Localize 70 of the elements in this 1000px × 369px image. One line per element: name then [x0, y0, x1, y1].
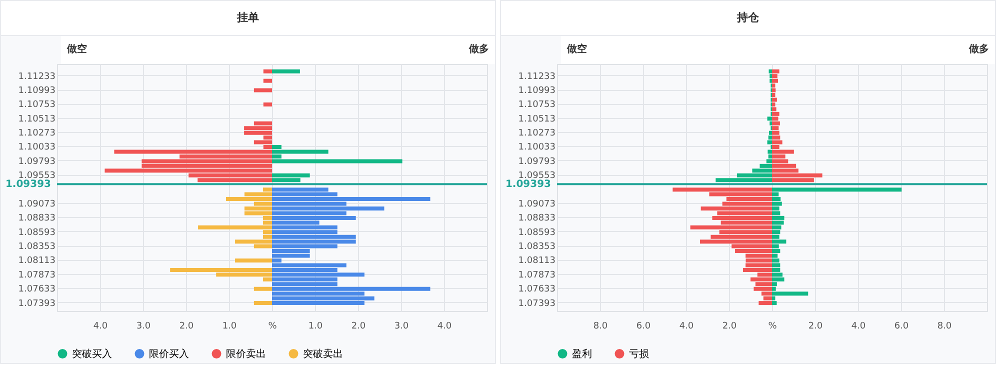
y-tick-label: 1.08593	[18, 228, 56, 238]
text: 做多	[969, 42, 989, 57]
x-tick-label: 2.0	[351, 322, 366, 332]
y-tick-label: 1.10273	[518, 128, 556, 139]
y-tick-label: 1.10513	[18, 114, 56, 124]
y-tick-label: 1.09793	[18, 156, 56, 167]
y-tick-label: 1.08833	[518, 214, 556, 224]
y-tick-label: 1.08353	[18, 242, 56, 252]
chart-title: 持仓	[501, 1, 995, 36]
y-tick-label: 1.11233	[518, 72, 556, 82]
y-tick-label: 1.07393	[18, 298, 56, 309]
legend-label: 限价买入	[149, 348, 189, 360]
x-tick-label: 3.0	[136, 322, 151, 332]
x-tick-label: 6.0	[894, 322, 909, 332]
y-tick-label: 1.07873	[18, 270, 56, 280]
y-tick-label: 1.11233	[18, 72, 56, 82]
legend-label: 突破卖出	[303, 348, 343, 360]
bar	[254, 286, 272, 291]
x-tick-label: 6.0	[636, 322, 651, 332]
x-tick-label: %	[768, 322, 778, 332]
legend-label: 突破买入	[72, 348, 112, 360]
bar	[235, 258, 272, 262]
bar	[263, 102, 272, 106]
x-tick-label: %	[268, 322, 278, 332]
y-tick-label: 1.10753	[518, 100, 556, 110]
y-tick-label: 1.08113	[18, 256, 56, 266]
text: 做多	[469, 42, 489, 57]
ref-line-label: 1.09393	[505, 179, 552, 190]
x-tick-label: 2.0	[179, 322, 194, 332]
x-tick-label: 4.0	[851, 322, 866, 332]
bar	[272, 69, 300, 74]
y-tick-label: 1.08593	[518, 228, 556, 238]
x-tick-label: 4.0	[93, 322, 108, 332]
x-tick-label: 8.0	[937, 322, 952, 332]
bar	[254, 301, 272, 306]
y-tick-label: 1.07633	[18, 284, 56, 295]
y-tick-label: 1.10753	[18, 100, 56, 110]
y-tick-label: 1.09073	[518, 199, 556, 210]
y-tick-label: 1.09073	[18, 199, 56, 210]
x-tick-label: 3.0	[394, 322, 409, 332]
x-tick-label: 4.0	[437, 322, 452, 332]
bar	[263, 69, 272, 74]
bar	[254, 88, 272, 92]
x-tick-label: 1.0	[308, 322, 323, 332]
x-tick-label: 1.0	[222, 322, 237, 332]
y-tick-label: 1.07633	[518, 284, 556, 295]
ref-line-label: 1.09393	[5, 179, 52, 190]
x-tick-label: 2.0	[808, 322, 823, 332]
y-tick-label: 1.10513	[518, 114, 556, 124]
text: 做空	[67, 42, 87, 57]
y-tick-label: 1.10033	[18, 142, 56, 153]
bar	[263, 78, 272, 83]
legend-label: 盈利	[572, 348, 592, 360]
y-tick-label: 1.07393	[518, 298, 556, 309]
y-tick-label: 1.08833	[18, 214, 56, 224]
legend-label: 亏损	[629, 348, 649, 360]
chart-title: 挂单	[1, 1, 495, 36]
y-tick-label: 1.10273	[18, 128, 56, 139]
y-tick-label: 1.08113	[518, 256, 556, 266]
x-tick-label: 8.0	[593, 322, 608, 332]
y-tick-label: 1.10033	[518, 142, 556, 153]
y-tick-label: 1.10993	[518, 86, 556, 96]
legend-label: 限价卖出	[226, 348, 266, 360]
y-tick-label: 1.07873	[518, 270, 556, 280]
x-tick-label: 4.0	[679, 322, 694, 332]
y-tick-label: 1.08353	[518, 242, 556, 252]
y-tick-label: 1.10993	[18, 86, 56, 96]
text: 做空	[567, 42, 587, 57]
y-tick-label: 1.09793	[518, 156, 556, 167]
x-tick-label: 2.0	[722, 322, 737, 332]
